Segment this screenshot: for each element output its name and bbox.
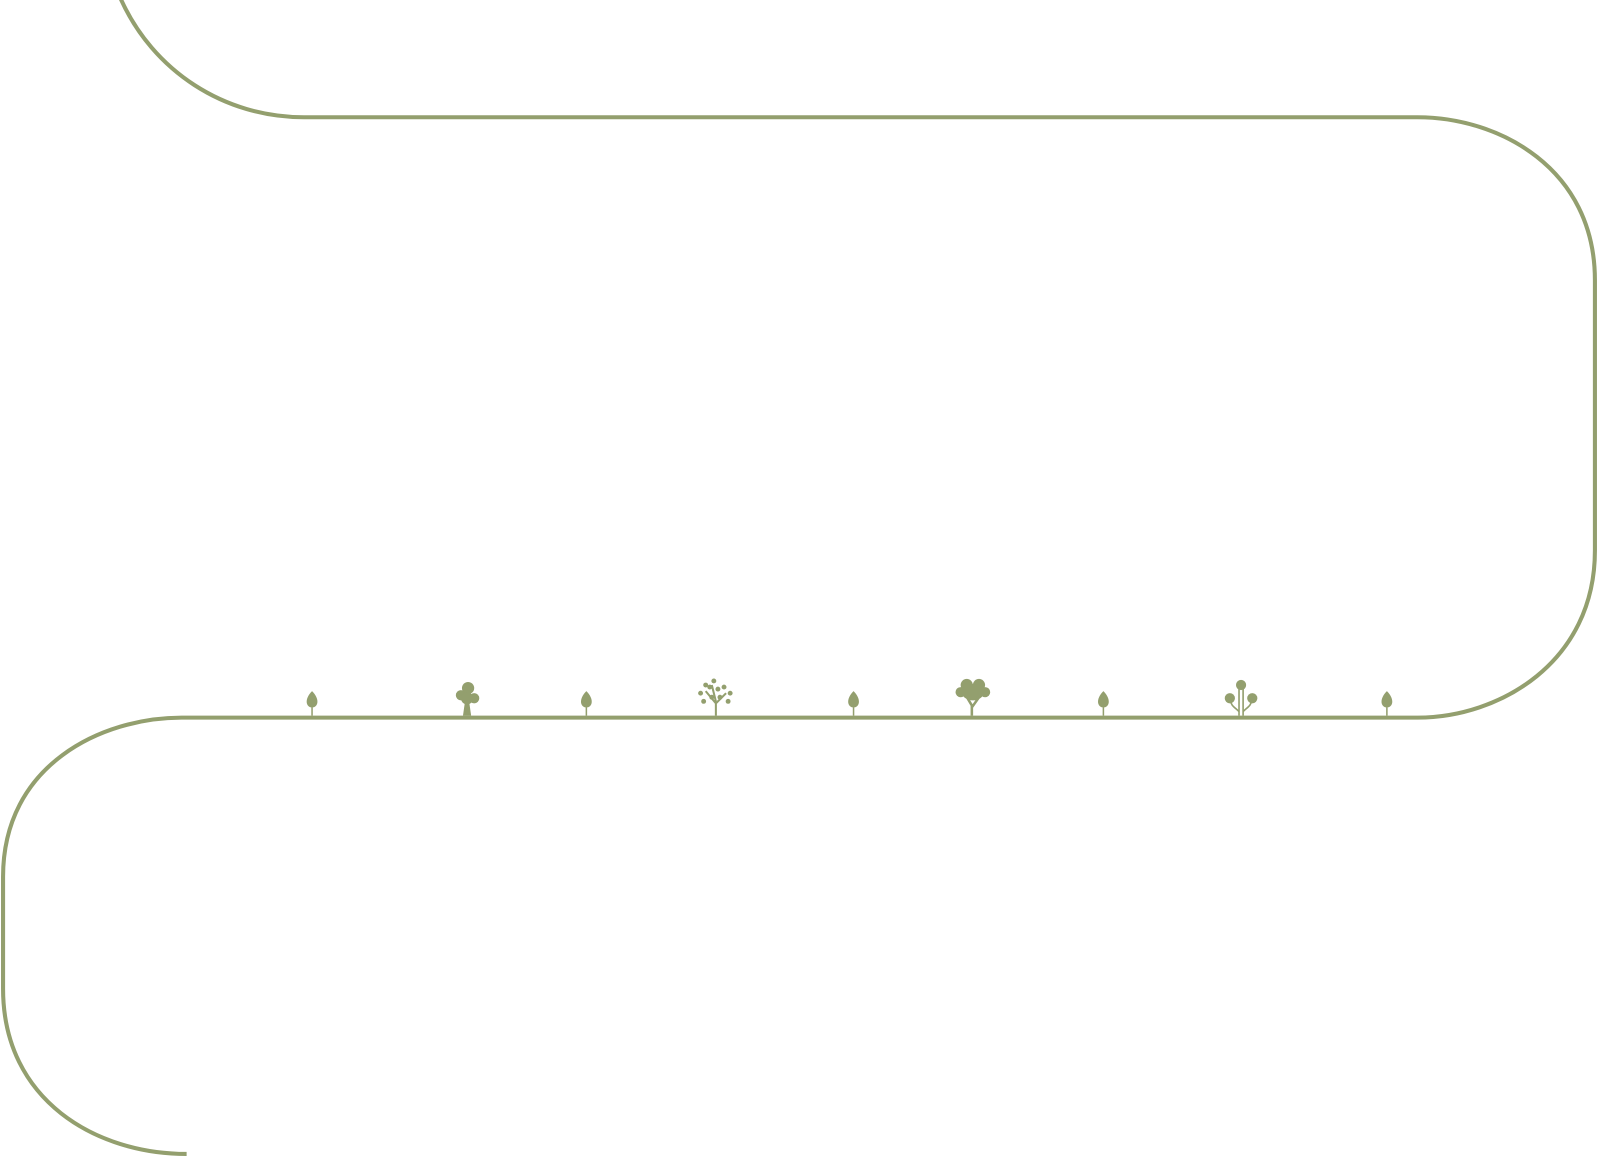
leaf-icon <box>848 691 859 716</box>
leaf-icon <box>580 691 592 716</box>
round-tree-icon <box>455 681 480 716</box>
three-lobed-tree-icon <box>1224 679 1258 716</box>
branching-tree-icon <box>698 678 733 716</box>
leaf-icon <box>1381 691 1393 716</box>
leaf-icon <box>1098 691 1109 716</box>
leaf-icon <box>306 691 318 716</box>
bushy-tree-icon <box>955 678 991 716</box>
